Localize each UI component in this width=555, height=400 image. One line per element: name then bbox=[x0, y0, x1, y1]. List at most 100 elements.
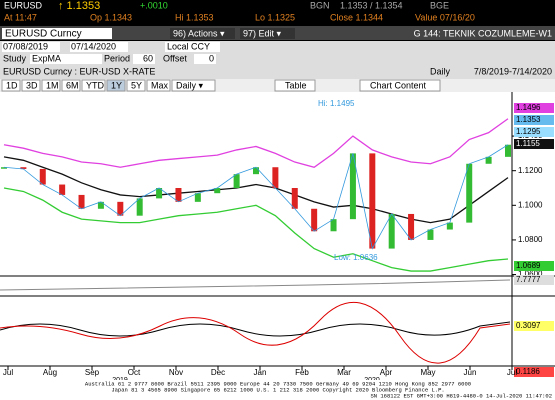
price-tag-label: 1.1353 bbox=[516, 115, 541, 124]
change: +.0010 bbox=[140, 0, 168, 10]
oscillator bbox=[0, 301, 511, 364]
y-tick-label: 1.0600 bbox=[518, 270, 543, 279]
candle bbox=[156, 188, 163, 199]
end: 07/14/2020 bbox=[71, 41, 116, 51]
y-tick-label: 1.0800 bbox=[518, 235, 543, 244]
range-button[interactable] bbox=[146, 79, 171, 92]
start-box[interactable] bbox=[2, 42, 60, 52]
edit: 97) Edit ▾ bbox=[243, 28, 282, 38]
info: EURUSD Curncy : EUR-USD X-RATE bbox=[3, 66, 155, 76]
value: Value 07/16/20 bbox=[415, 12, 475, 22]
lower-tag-label: 0.1186 bbox=[516, 367, 540, 376]
dates: 7/8/2019-7/14/2020 bbox=[474, 66, 552, 76]
bgn: BGN bbox=[310, 0, 330, 10]
series-line bbox=[3, 187, 509, 272]
range-button[interactable] bbox=[81, 79, 106, 92]
candle bbox=[427, 229, 434, 240]
price-tag bbox=[514, 127, 554, 137]
low-note: Low: 1.0636 bbox=[334, 253, 378, 262]
x-tick-label: Aug bbox=[43, 368, 57, 377]
x-tick-label: Jan bbox=[254, 368, 267, 377]
x-tick-label: Oct bbox=[128, 368, 141, 377]
offset: 0 bbox=[209, 53, 214, 63]
series-line bbox=[3, 144, 509, 250]
period-box[interactable] bbox=[133, 54, 155, 64]
x-tick-label: Jul bbox=[3, 368, 13, 377]
candle bbox=[485, 156, 492, 164]
candle bbox=[175, 188, 182, 202]
x-tick-label: May bbox=[420, 368, 435, 377]
candle bbox=[194, 193, 201, 202]
candle bbox=[117, 201, 124, 216]
last: ↑ 1.1353 bbox=[58, 0, 100, 12]
period-label: Period bbox=[104, 53, 130, 63]
candle bbox=[466, 163, 473, 223]
candle bbox=[233, 174, 240, 188]
x-tick-label: Feb bbox=[295, 368, 309, 377]
candle bbox=[214, 188, 221, 194]
bge: BGE bbox=[430, 0, 449, 10]
lo: Lo 1.1325 bbox=[255, 12, 295, 22]
candle bbox=[311, 208, 318, 232]
footer-line: SN 168122 EST GMT+3:00 H819-4480-0 14-Ju… bbox=[370, 392, 552, 399]
price-tag bbox=[514, 115, 554, 125]
price-tag-label: 1.1155 bbox=[516, 139, 540, 148]
at: At 11:47 bbox=[4, 12, 37, 22]
y-tick-label: 1.1000 bbox=[518, 200, 543, 209]
range-button[interactable] bbox=[106, 79, 126, 92]
footer-line: Australia 61 2 9777 8600 Brazil 5511 239… bbox=[85, 380, 471, 387]
y-tick-label: 1.1200 bbox=[518, 166, 543, 175]
candle bbox=[505, 144, 511, 157]
candle bbox=[408, 213, 415, 240]
security: EURUSD Curncy bbox=[5, 29, 82, 40]
x-tick-label: Nov bbox=[169, 368, 183, 377]
edit-btn[interactable] bbox=[240, 28, 295, 39]
volume-line bbox=[0, 279, 511, 291]
ccy-box[interactable] bbox=[165, 42, 220, 52]
actions: 96) Actions ▾ bbox=[173, 28, 225, 38]
bid-ask: 1.1353 / 1.1354 bbox=[340, 0, 403, 10]
x-tick-label: Jul bbox=[507, 368, 517, 377]
candle bbox=[388, 213, 395, 249]
offset-label: Offset bbox=[163, 53, 187, 63]
range-button[interactable] bbox=[1, 79, 21, 92]
range-button[interactable] bbox=[171, 79, 216, 92]
hi-note: Hi: 1.1495 bbox=[318, 99, 355, 108]
lower-tag bbox=[514, 275, 554, 285]
x-tick-label: Jun bbox=[464, 368, 477, 377]
period: 60 bbox=[143, 53, 153, 63]
price-tag bbox=[514, 139, 554, 149]
range-button[interactable] bbox=[21, 79, 41, 92]
price-tag bbox=[514, 261, 554, 271]
security-box[interactable] bbox=[2, 28, 112, 39]
candle bbox=[446, 222, 453, 230]
study-name: ExpMA bbox=[32, 53, 61, 63]
actions-btn[interactable] bbox=[170, 28, 235, 39]
x-tick-label: Mar bbox=[337, 368, 351, 377]
offset-box[interactable] bbox=[194, 54, 216, 64]
lower-tag-label: 7.7777 bbox=[516, 275, 541, 284]
lower-tag bbox=[514, 321, 554, 331]
series-line bbox=[3, 118, 509, 168]
content-btn[interactable] bbox=[359, 79, 441, 92]
start: 07/08/2019 bbox=[3, 41, 48, 51]
candle bbox=[291, 188, 298, 209]
study-box[interactable] bbox=[30, 54, 102, 64]
lower-tag-label: 0.3097 bbox=[516, 321, 541, 330]
candle bbox=[136, 198, 143, 216]
candle bbox=[39, 168, 46, 185]
ticker: EURUSD bbox=[4, 0, 43, 10]
end-box[interactable] bbox=[70, 42, 128, 52]
content: Chart Content bbox=[370, 80, 427, 90]
ccy: Local CCY bbox=[167, 41, 210, 51]
range-button[interactable] bbox=[126, 79, 146, 92]
table-btn[interactable] bbox=[274, 79, 316, 92]
range-button[interactable] bbox=[61, 79, 81, 92]
candle bbox=[272, 167, 279, 188]
study-label: Study bbox=[3, 53, 27, 63]
range-button-label: Max bbox=[151, 80, 169, 90]
range-button[interactable] bbox=[41, 79, 61, 92]
price-tag-label: 1.0689 bbox=[516, 261, 541, 270]
